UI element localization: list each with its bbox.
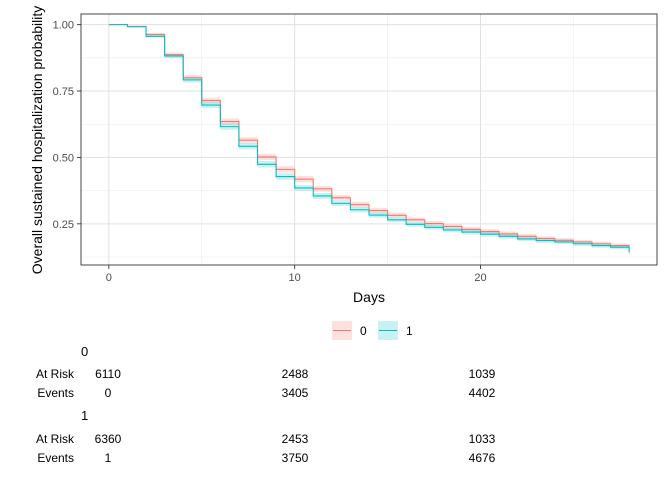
y-axis-label: Overall sustained hospitalization probab… [29,6,45,274]
at-risk-value: 2453 [281,432,309,446]
at-risk-value: 1039 [468,367,496,381]
risk-group-title-0: 0 [81,344,89,359]
y-tick-label: 0.25 [53,219,74,231]
at-risk-value: 1033 [468,432,496,446]
plot-panel-border [80,13,658,266]
risk-group-title-1: 1 [81,408,89,423]
legend-label-1: 1 [406,324,413,338]
events-value: 1 [104,451,112,465]
at-risk-value: 6360 [94,432,122,446]
at-risk-label-1: At Risk [35,432,74,446]
x-tick-label: 10 [289,272,301,284]
at-risk-label-0: At Risk [35,367,74,381]
events-label-1: Events [37,451,74,465]
x-axis-label: Days [353,289,385,305]
events-value: 0 [104,386,112,400]
events-value: 4402 [468,386,496,400]
legend-label-0: 0 [360,324,367,338]
events-value: 3405 [281,386,309,400]
events-value: 4676 [468,451,496,465]
events-value: 3750 [281,451,309,465]
x-tick-label: 20 [474,272,486,284]
grid-lines [81,14,657,265]
events-label-0: Events [37,386,74,400]
at-risk-value: 6110 [95,367,121,381]
survival-curve-1 [108,24,630,253]
axes: 0 10 20 0.25 0.50 0.75 1.00 [53,20,487,284]
y-tick-label: 0.50 [53,152,74,164]
y-tick-label: 1.00 [53,20,74,32]
survival-curves [108,24,630,253]
y-tick-label: 0.75 [53,86,74,98]
plot-panel-background [81,14,657,265]
at-risk-value: 2488 [281,367,309,381]
x-tick-label: 0 [106,272,112,284]
